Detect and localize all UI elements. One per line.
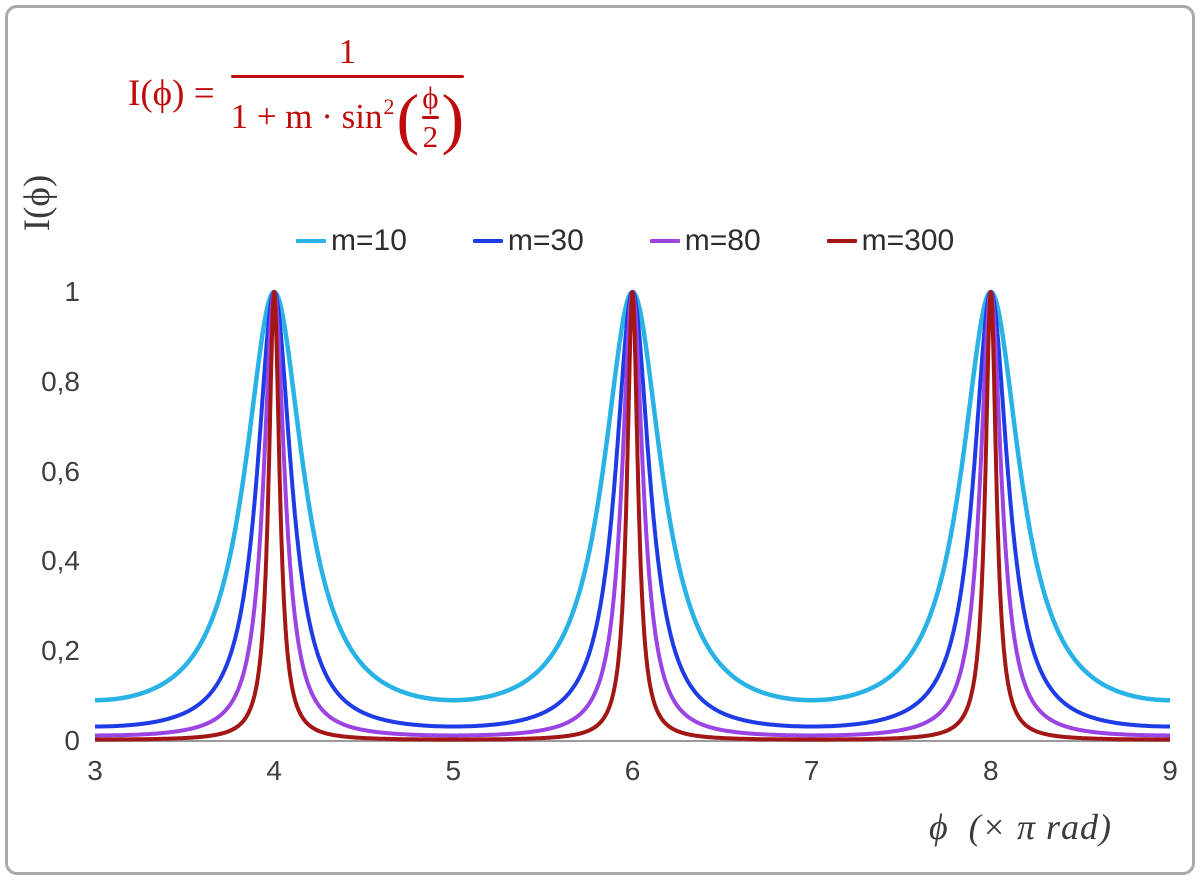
x-tick-label-3: 3: [87, 755, 103, 786]
formula-denominator: 1 + m · sin 2 ( ϕ 2 ): [230, 79, 465, 156]
x-tick-label-5: 5: [445, 755, 462, 786]
legend: m=10 m=30 m=80 m=300: [296, 224, 954, 258]
series-line-m-300: [95, 290, 1170, 742]
inner-denominator: 2: [422, 118, 439, 154]
series-line-m-80: [95, 290, 1170, 738]
y-tick-label-0,2: 0,2: [41, 635, 80, 667]
formula-lhs: I(ϕ) =: [128, 73, 215, 115]
series-line-m-30: [95, 290, 1170, 729]
legend-item-m30: m=30: [472, 224, 584, 258]
legend-line-swatch-m10: [296, 238, 326, 244]
formula-annotation: I(ϕ) = 1 1 + m · sin 2 ( ϕ 2 ): [128, 32, 465, 156]
legend-item-m10: m=10: [296, 224, 407, 258]
x-tick-label-8: 8: [983, 755, 999, 786]
legend-line-swatch-m300: [826, 238, 857, 244]
plot-area: [95, 289, 1170, 742]
legend-line-swatch-m80: [649, 238, 680, 244]
y-tick-label-1: 1: [64, 276, 80, 307]
formula-fraction: 1 1 + m · sin 2 ( ϕ 2 ): [230, 32, 465, 156]
y-tick-label-0,4: 0,4: [41, 545, 80, 577]
denominator-text: 1 + m · sin: [230, 97, 383, 137]
legend-label: m=30: [507, 224, 584, 257]
open-paren: (: [396, 79, 420, 156]
legend-label: m=300: [861, 224, 955, 257]
fraction-bar: [230, 74, 465, 78]
y-tick-label-0,8: 0,8: [41, 365, 80, 397]
x-tick-label-6: 6: [624, 755, 641, 786]
x-tick-label-9: 9: [1162, 755, 1178, 786]
legend-label: m=10: [331, 224, 407, 257]
inner-fraction: ϕ 2: [422, 79, 439, 154]
legend-label: m=80: [684, 224, 761, 257]
x-tick-label-4: 4: [266, 755, 282, 786]
y-tick-label-0,6: 0,6: [41, 455, 80, 487]
inner-fraction-bar: [422, 116, 439, 119]
legend-item-m80: m=80: [649, 224, 761, 258]
x-axis-title: ϕ (× π rad): [929, 807, 1112, 847]
inner-numerator: ϕ: [422, 79, 439, 115]
legend-item-m300: m=300: [826, 224, 955, 258]
x-tick-label-7: 7: [803, 755, 820, 786]
y-tick-label-0: 0: [64, 725, 80, 756]
close-paren: ): [441, 79, 465, 156]
y-axis-tick-labels: 0 0,2 0,4 0,6 0,8 1: [0, 0, 82, 880]
formula-numerator: 1: [338, 32, 357, 71]
legend-line-swatch-m30: [472, 238, 503, 244]
